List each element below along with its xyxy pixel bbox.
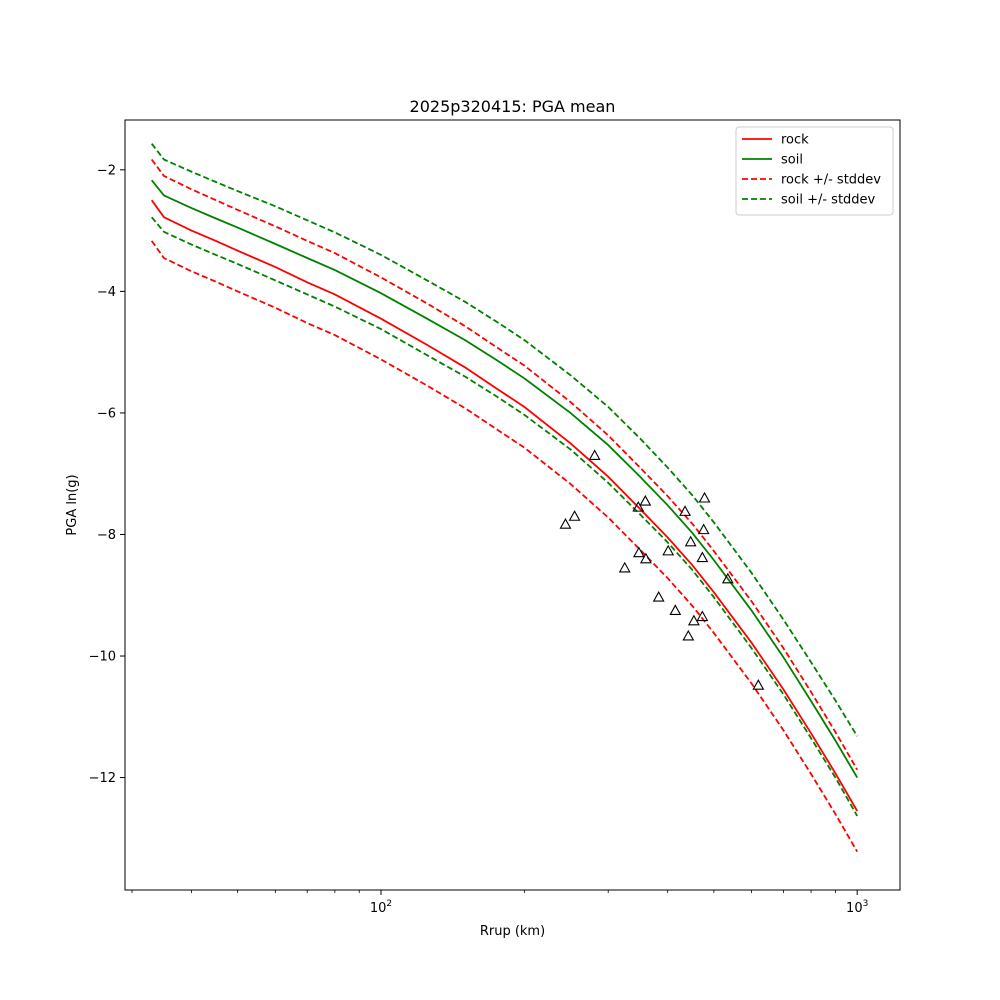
x-axis-label: Rrup (km) [480, 924, 545, 939]
observation-point [687, 614, 700, 626]
observation-point [639, 494, 652, 506]
observation-point [696, 610, 709, 622]
observation-point [697, 523, 710, 535]
observation-point [632, 546, 645, 558]
y-tick-label: −12 [89, 771, 116, 786]
series-line-rock-stddev-lower [150, 240, 858, 853]
observation-point [652, 590, 665, 602]
x-tick-label: 102 [370, 899, 392, 916]
series-line-soil [150, 179, 858, 779]
chart-title: 2025p320415: PGA mean [410, 97, 616, 116]
observation-point [618, 561, 631, 573]
legend-label: soil +/- stddev [781, 193, 876, 208]
legend-label: soil [781, 153, 803, 168]
observation-point [662, 544, 675, 556]
plot-frame [124, 119, 901, 891]
observation-point [682, 629, 695, 641]
legend-frame [735, 126, 894, 216]
observation-point [632, 500, 645, 512]
legend-label: rock +/- stddev [781, 173, 881, 188]
series-line-rock [150, 199, 858, 812]
series-line-soil-stddev [150, 143, 858, 737]
observation-point [669, 604, 682, 615]
series-line-soil-stddev-lower [151, 216, 858, 817]
observation-point [639, 552, 652, 564]
observation-point [721, 572, 734, 584]
y-axis-label: PGA ln(g) [65, 474, 80, 535]
y-tick-label: −8 [97, 528, 116, 543]
legend: rock soil rock +/- stddev soil +/- stddev [735, 126, 894, 216]
observation-point [559, 518, 572, 529]
observation-point [698, 491, 711, 503]
series-line-rock-stddev [150, 158, 858, 771]
y-tick-label: −6 [97, 406, 116, 421]
observation-point [684, 535, 697, 547]
legend-label: rock [781, 133, 809, 148]
x-tick-label: 103 [846, 899, 868, 916]
observation-point [568, 510, 581, 521]
observation-point [679, 505, 691, 516]
y-tick-label: −10 [89, 650, 116, 665]
y-tick-label: −2 [97, 163, 116, 178]
y-tick-label: −4 [97, 285, 116, 300]
observation-point [588, 449, 601, 461]
observation-point [696, 551, 709, 563]
observation-point [752, 679, 765, 690]
